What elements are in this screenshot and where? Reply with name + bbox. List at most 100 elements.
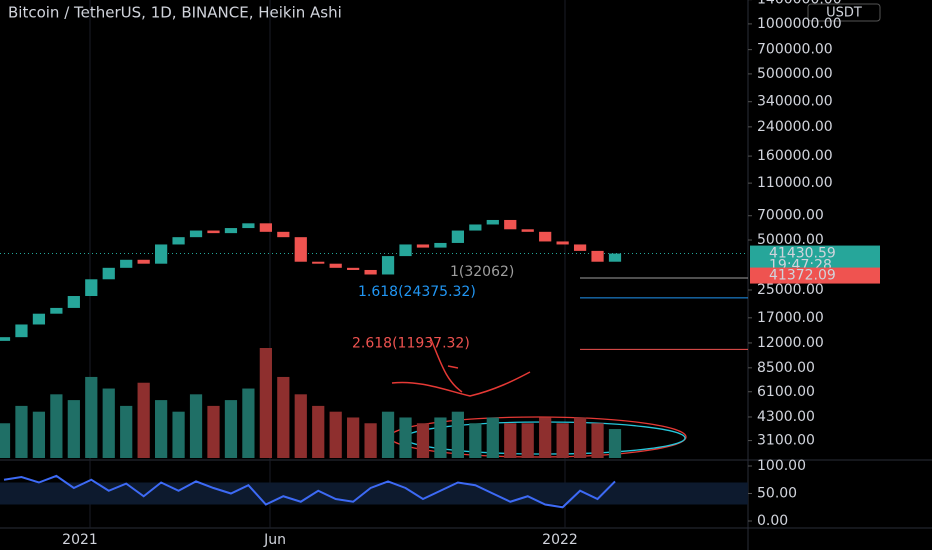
candle — [189, 230, 203, 238]
candle — [486, 219, 499, 225]
volume-bar — [416, 423, 430, 458]
candle — [294, 237, 307, 262]
price-tick-label: 240000.00 — [757, 119, 833, 135]
volume-bar — [347, 417, 360, 458]
candle — [172, 237, 185, 245]
candle — [416, 244, 430, 248]
volume-bar — [434, 417, 447, 458]
rsi-tick-label: 0.00 — [757, 513, 788, 529]
volume-bar — [399, 417, 412, 458]
price-tag — [750, 267, 880, 284]
candle — [573, 244, 587, 251]
price-tick-label: 700000.00 — [757, 42, 833, 58]
candle — [399, 244, 412, 257]
rsi-tick-label: 100.00 — [757, 458, 806, 474]
volume-bar — [381, 411, 395, 458]
volume-bar — [294, 394, 307, 458]
volume-bar — [573, 417, 587, 458]
candle — [608, 253, 622, 262]
candle — [0, 337, 11, 341]
volume-bar — [120, 405, 133, 458]
volume-bar — [451, 411, 464, 458]
volume-bar — [312, 405, 325, 458]
volume-bar — [155, 400, 168, 458]
candle — [155, 244, 168, 264]
price-tick-label: 70000.00 — [757, 208, 824, 224]
rsi-tick-label: 50.00 — [757, 486, 797, 502]
candle — [102, 267, 115, 280]
price-tick-label: 25000.00 — [757, 282, 824, 298]
price-tag-label: 41430.59 — [769, 246, 836, 262]
volume-bar — [137, 382, 150, 458]
volume-bar — [486, 417, 499, 458]
candle — [347, 267, 360, 270]
fib-label: 2.618(11937.32) — [352, 335, 470, 351]
currency-button[interactable] — [807, 3, 881, 22]
price-tick-label: 110000.00 — [757, 175, 833, 191]
volume-bar — [242, 388, 255, 458]
candle — [242, 223, 255, 229]
candle — [381, 256, 395, 275]
candle — [259, 223, 272, 232]
candle — [556, 241, 569, 245]
drawing — [391, 336, 531, 397]
candle — [137, 259, 150, 264]
volume-bar — [207, 405, 220, 458]
volume-bar — [591, 423, 604, 458]
volume-bar — [224, 400, 238, 458]
price-tick-label: 4300.00 — [757, 409, 815, 425]
volume-bar — [50, 394, 63, 458]
rsi-band — [0, 482, 748, 505]
candle — [120, 259, 133, 268]
volume-bar — [556, 423, 569, 458]
volume-bar — [608, 429, 622, 458]
candle — [451, 230, 464, 243]
volume-bar — [504, 423, 517, 458]
price-tick-label: 8500.00 — [757, 360, 815, 376]
candle — [15, 324, 28, 338]
candle — [434, 242, 447, 248]
price-tick-label: 1400000.00 — [757, 0, 842, 8]
candle — [504, 219, 517, 230]
candle — [277, 231, 290, 238]
volume-bar — [67, 400, 80, 458]
volume-bar — [15, 405, 28, 458]
candle — [224, 228, 238, 234]
volume-bar — [0, 423, 11, 458]
candle — [329, 263, 342, 268]
price-tick-label: 160000.00 — [757, 148, 833, 164]
volume-bar — [277, 376, 290, 458]
volume-bar — [32, 411, 46, 458]
volume-bar — [189, 394, 203, 458]
candle — [32, 313, 46, 325]
candle — [469, 224, 482, 231]
candle — [521, 229, 534, 232]
candle — [85, 279, 98, 297]
chart-title: Bitcoin / TetherUS, 1D, BINANCE, Heikin … — [8, 4, 342, 22]
volume-bar — [539, 417, 552, 458]
price-tick-label: 12000.00 — [757, 335, 824, 351]
volume-bar — [329, 411, 342, 458]
candle — [50, 307, 63, 314]
time-label: Jun — [263, 532, 286, 548]
rsi-line — [3, 474, 616, 509]
currency-label[interactable]: USDT — [826, 6, 862, 21]
candle — [207, 230, 220, 234]
price-tick-label: 17000.00 — [757, 310, 824, 326]
volume-bar — [259, 348, 272, 458]
candle — [312, 261, 325, 264]
fib-label: 1.618(24375.32) — [358, 284, 476, 300]
price-tick-label: 1000000.00 — [757, 16, 842, 32]
price-tick-label: 3100.00 — [757, 433, 815, 449]
candle — [67, 296, 80, 308]
time-label: 2021 — [62, 532, 98, 548]
price-tick-label: 340000.00 — [757, 94, 833, 110]
volume-bar — [521, 423, 534, 458]
volume-bar — [364, 423, 377, 458]
price-tick-label: 500000.00 — [757, 66, 833, 82]
time-label: 2022 — [542, 532, 578, 548]
price-tick-label: 6100.00 — [757, 384, 815, 400]
volume-bar — [102, 388, 115, 458]
